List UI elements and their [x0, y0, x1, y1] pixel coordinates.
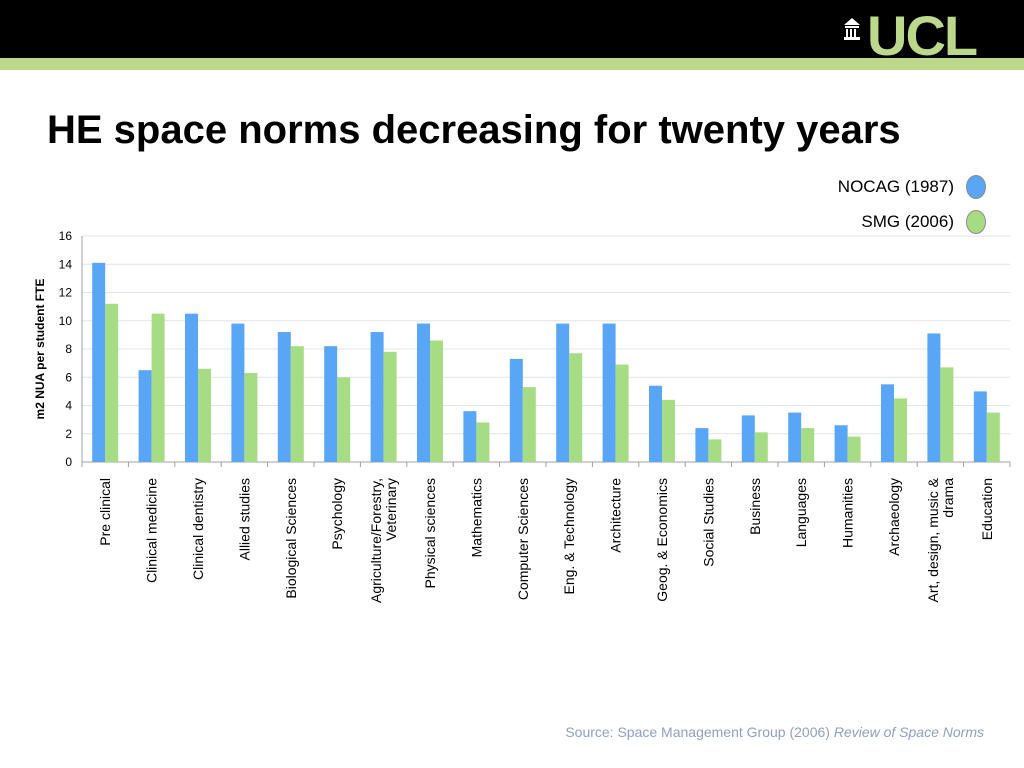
legend-swatch-smg	[966, 210, 986, 234]
x-tick-label: Humanities	[840, 478, 856, 548]
bar-nocag	[602, 323, 616, 462]
bar-smg	[569, 353, 583, 462]
x-tick-label: Geog. & Economics	[654, 478, 670, 602]
portico-icon	[844, 18, 860, 40]
bar-nocag	[92, 262, 106, 462]
x-tick-label: Art, design, music &drama	[925, 477, 956, 602]
bar-smg	[337, 377, 351, 462]
y-tick-label: 6	[65, 370, 72, 384]
bar-smg	[198, 368, 211, 462]
legend-label-smg: SMG (2006)	[861, 212, 954, 231]
bar-nocag	[509, 358, 523, 462]
page-title: HE space norms decreasing for twenty yea…	[47, 108, 901, 152]
y-tick-label: 4	[65, 399, 72, 413]
bar-nocag	[834, 425, 848, 462]
x-tick-label: Clinical medicine	[144, 478, 160, 583]
x-tick-label: Social Studies	[700, 478, 716, 567]
y-tick-label: 0	[65, 455, 72, 469]
source-prefix: Source: Space Management Group (2006)	[565, 724, 830, 740]
x-tick-label: Pre clinical	[97, 478, 113, 546]
bar-nocag	[973, 391, 987, 462]
bar-smg	[847, 436, 861, 462]
source-title: Review of Space Norms	[833, 724, 984, 740]
bar-smg	[383, 351, 397, 462]
x-tick-label: Architecture	[608, 478, 624, 553]
x-tick-label: Psychology	[329, 478, 345, 550]
bar-nocag	[324, 346, 338, 462]
x-tick-label: Education	[979, 478, 995, 540]
bar-smg	[522, 387, 536, 462]
bar-smg	[754, 432, 768, 462]
bar-nocag	[417, 323, 430, 462]
logo-text: UCL	[867, 4, 978, 67]
bar-nocag	[649, 385, 662, 462]
bar-smg	[290, 346, 304, 462]
bar-smg	[615, 364, 629, 462]
bar-nocag	[138, 370, 152, 462]
x-tick-label: Archaeology	[886, 478, 902, 556]
bar-nocag	[231, 323, 245, 462]
legend-label-nocag: NOCAG (1987)	[837, 177, 954, 196]
bar-nocag	[463, 411, 477, 462]
legend-swatch-nocag	[966, 175, 986, 199]
bar-smg	[662, 399, 675, 462]
bar-nocag	[788, 412, 802, 462]
bar-smg	[244, 373, 258, 462]
source-note: Source: Space Management Group (2006) Re…	[565, 724, 984, 740]
bar-smg	[105, 303, 119, 462]
bar-nocag	[277, 332, 291, 462]
y-tick-label: 8	[65, 342, 72, 356]
bar-smg	[476, 422, 490, 462]
legend-item-smg: SMG (2006)	[861, 207, 986, 237]
x-tick-label: Languages	[793, 478, 809, 547]
x-tick-label: Clinical dentistry	[190, 478, 206, 580]
y-axis-title: m2 NUA per student FTE	[33, 279, 47, 420]
x-tick-label: Allied studies	[236, 478, 252, 561]
y-tick-label: 14	[59, 257, 73, 271]
bar-smg	[940, 367, 954, 462]
x-tick-label: Agriculture/Forestry,Veterinary	[368, 478, 399, 603]
bar-smg	[151, 313, 165, 462]
x-tick-label: Computer Sciences	[515, 478, 531, 600]
x-tick-label: Eng. & Technology	[561, 478, 577, 595]
bar-smg	[894, 398, 907, 462]
x-tick-label: Mathematics	[468, 478, 484, 557]
y-tick-label: 10	[59, 314, 73, 328]
header-accent-bar	[0, 58, 1024, 70]
bar-nocag	[695, 428, 709, 462]
y-tick-label: 16	[59, 229, 73, 243]
legend-item-nocag: NOCAG (1987)	[838, 172, 986, 202]
bar-nocag	[741, 415, 755, 462]
x-tick-label: Business	[747, 478, 763, 535]
bar-nocag	[185, 313, 198, 462]
y-tick-label: 2	[65, 427, 72, 441]
bar-nocag	[927, 333, 941, 462]
bar-nocag	[556, 323, 570, 462]
x-tick-label: Biological Sciences	[283, 478, 299, 599]
y-tick-label: 12	[59, 286, 73, 300]
bar-smg	[986, 412, 1000, 462]
bar-nocag	[881, 384, 894, 462]
bar-smg	[430, 340, 443, 462]
header-bar	[0, 0, 1024, 58]
bar-nocag	[370, 332, 384, 462]
bar-smg	[708, 439, 722, 462]
x-tick-label: Physical sciences	[422, 478, 438, 589]
bar-smg	[801, 428, 815, 462]
